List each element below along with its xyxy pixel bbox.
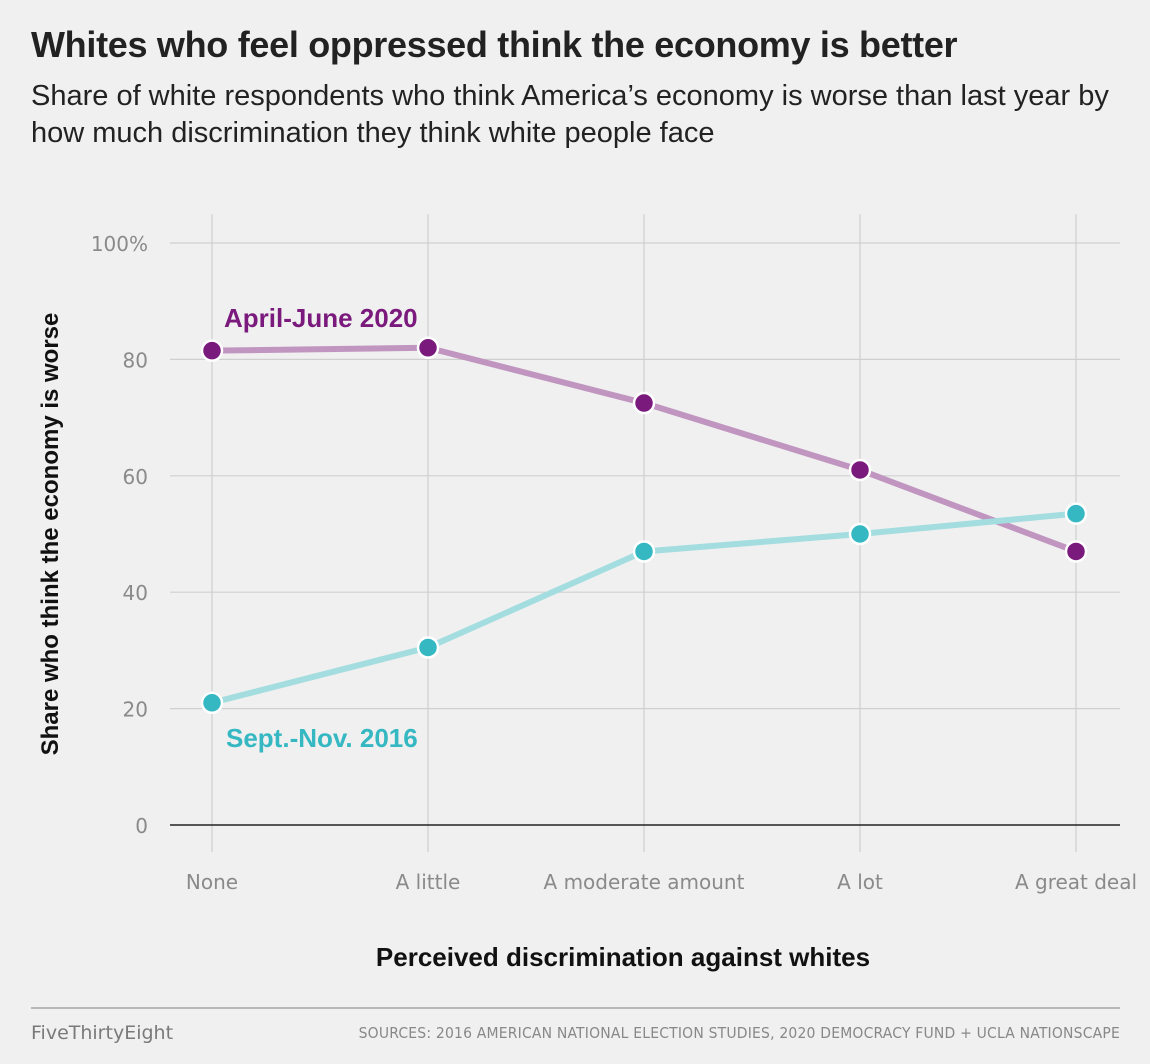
x-tick-labels: None A little A moderate amount A lot A grea… <box>186 870 1137 894</box>
y-tick-label: 80 <box>123 348 148 372</box>
y-tick-labels: 0 20 40 60 80 100% <box>91 232 148 838</box>
y-tick-label: 40 <box>123 581 148 605</box>
y-tick-label: 20 <box>123 698 148 722</box>
y-tick-label: 60 <box>123 465 148 489</box>
data-point <box>416 636 440 659</box>
x-tick-label: A great deal <box>1015 870 1137 894</box>
data-point <box>1064 502 1088 525</box>
series-points <box>200 336 1088 715</box>
line-chart: 0 20 40 60 80 100% None A little A moderate amo… <box>37 214 1137 972</box>
sources-note: SOURCES: 2016 AMERICAN NATIONAL ELECTION… <box>358 1024 1120 1042</box>
series-labels: April-June 2020 Sept.-Nov. 2016 <box>224 303 418 753</box>
data-point <box>200 691 224 715</box>
data-point <box>632 391 656 415</box>
footer-divider <box>31 1007 1120 1009</box>
chart-title: Whites who feel oppressed think the econ… <box>31 24 958 65</box>
data-point <box>1064 540 1088 563</box>
data-point <box>200 339 224 362</box>
x-tick-label: A lot <box>837 870 883 894</box>
y-tick-label: 0 <box>135 814 148 838</box>
data-point <box>632 540 656 563</box>
data-point <box>848 522 872 546</box>
x-tick-label: None <box>186 870 238 894</box>
data-point <box>416 336 440 360</box>
x-tick-label: A moderate amount <box>544 870 745 894</box>
x-tick-label: A little <box>396 870 461 894</box>
x-axis-label: Perceived discrimination against whites <box>376 942 870 972</box>
data-point <box>848 458 872 482</box>
series-label: April-June 2020 <box>224 303 418 333</box>
series-label: Sept.-Nov. 2016 <box>226 723 418 753</box>
credit-label: FiveThirtyEight <box>31 1022 174 1044</box>
y-axis-label: Share who think the economy is worse <box>37 313 64 756</box>
y-tick-label: 100% <box>91 232 148 256</box>
y-gridlines <box>170 242 1120 710</box>
chart-subtitle: Share of white respondents who think Ame… <box>31 80 1109 149</box>
